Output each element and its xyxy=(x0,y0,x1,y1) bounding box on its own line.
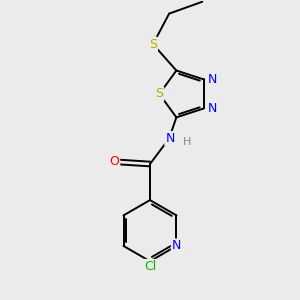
Text: H: H xyxy=(183,137,191,147)
Text: S: S xyxy=(149,38,157,51)
Text: N: N xyxy=(207,102,217,115)
Text: N: N xyxy=(165,132,175,145)
Text: S: S xyxy=(155,88,163,100)
Text: Cl: Cl xyxy=(144,260,156,273)
Text: O: O xyxy=(110,155,119,168)
Text: N: N xyxy=(172,239,181,253)
Text: N: N xyxy=(207,73,217,86)
